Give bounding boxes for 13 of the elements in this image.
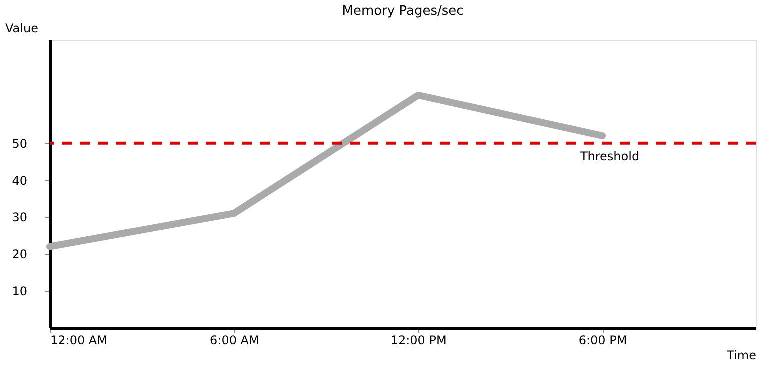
ref-line-label: Threshold [579, 149, 640, 164]
x-tick-label: 6:00 PM [578, 334, 628, 348]
y-tick-label: 50 [12, 136, 28, 151]
x-tick-label: 12:00 PM [390, 334, 447, 348]
x-tick-label: 12:00 AM [50, 334, 108, 348]
y-axis-title: Value [6, 22, 38, 36]
x-axis-title: Time [726, 348, 756, 362]
y-tick-label: 40 [12, 174, 28, 188]
y-tick-label: 20 [12, 248, 28, 262]
y-tick-label: 10 [12, 284, 28, 299]
x-tick-label: 6:00 AM [210, 334, 260, 348]
chart-title: Memory Pages/sec [342, 4, 464, 19]
y-tick-label: 30 [12, 210, 28, 225]
